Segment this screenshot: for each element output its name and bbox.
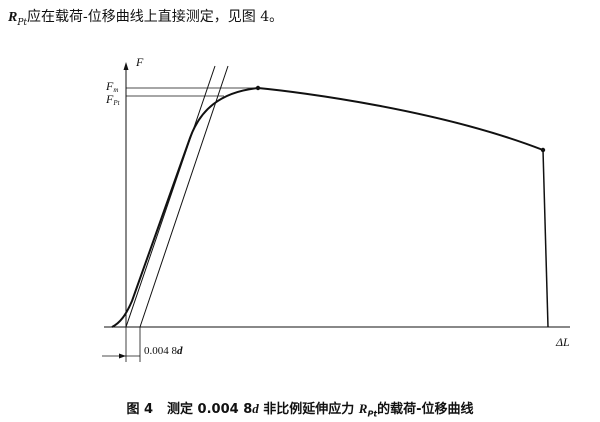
intro-text: RPt应在载荷-位移曲线上直接测定，见图 4。 [8,6,283,28]
x-axis-label: ΔL [555,335,570,349]
caption-text-before: 测定 0.004 8 [167,402,253,417]
offset-label-value: 0.004 8 [144,345,178,357]
y-axis-arrow [123,62,129,70]
offset-dim-arrow [119,353,126,359]
caption-text-after: 的载荷-位移曲线 [377,402,474,417]
intro-symbol-sub: Pt [17,17,28,28]
caption-var: d [252,401,259,416]
fm-label-sub: m [113,86,118,94]
caption-figure-no: 图 4 [126,402,154,417]
fpt-label-main: F [105,92,114,106]
y-axis-label: F [135,55,144,69]
fracture-point [540,147,546,153]
elastic-line [125,65,216,328]
load-displacement-curve [111,86,544,328]
max-load-point [255,85,261,91]
fm-label-main: F [105,79,114,93]
offset-label: 0.004 8d [144,345,183,357]
intro-symbol: R [8,10,18,25]
fm-label: Fm [105,79,118,94]
caption-text-middle: 非比例延伸应力 [258,402,359,417]
caption-symbol: R [358,401,368,416]
offset-parallel-line [139,65,229,328]
figure-caption: 图 4 测定 0.004 8d 非比例延伸应力 RPt的载荷-位移曲线 [0,398,600,419]
fracture-drop-line [542,149,549,328]
offset-label-var: d [177,345,183,357]
caption-symbol-sub: Pt [367,409,378,419]
intro-sentence: 应在载荷-位移曲线上直接测定，见图 4。 [27,9,284,25]
fpt-label-sub: Pt [112,99,120,107]
fpt-label: FPt [105,92,121,107]
